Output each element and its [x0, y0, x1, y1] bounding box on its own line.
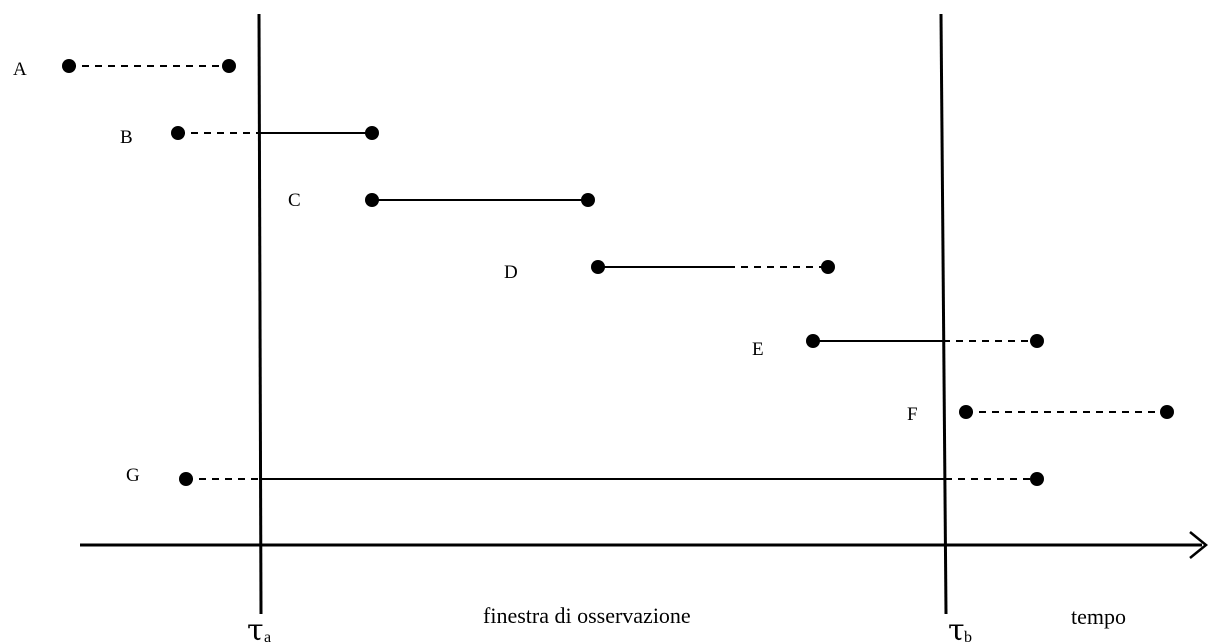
- segment-f-label: F: [907, 404, 918, 425]
- boundary-line-tau-a: [257, 13, 263, 615]
- tau-a-symbol: τ: [247, 613, 264, 642]
- tau-a-subscript: a: [264, 629, 271, 642]
- tau-a-label: τ a: [247, 613, 271, 642]
- tau-b-symbol: τ: [948, 613, 965, 642]
- time-axis-label: tempo: [1071, 604, 1126, 629]
- segment-g: G: [126, 465, 1044, 486]
- segment-a: A: [13, 59, 236, 80]
- segment-c-end-point: [581, 193, 595, 207]
- segment-c-start-point: [365, 193, 379, 207]
- boundary-line-tau-b: [939, 13, 948, 615]
- segment-f: F: [907, 404, 1174, 425]
- segment-f-start-point: [959, 405, 973, 419]
- segment-g-label: G: [126, 465, 140, 486]
- segment-g-start-point: [179, 472, 193, 486]
- segment-e-label: E: [752, 339, 764, 360]
- segment-d-label: D: [504, 262, 518, 283]
- tau-b-subscript: b: [964, 629, 972, 642]
- segment-e-start-point: [806, 334, 820, 348]
- segment-c: C: [288, 190, 595, 211]
- segment-e: E: [752, 334, 1044, 360]
- tau-b-label: τ b: [948, 613, 972, 642]
- segment-a-start-point: [62, 59, 76, 73]
- segment-b-end-point: [365, 126, 379, 140]
- segment-d-end-point: [821, 260, 835, 274]
- segment-a-label: A: [13, 59, 27, 80]
- time-axis-arrowhead: [1189, 531, 1208, 559]
- segment-a-end-point: [222, 59, 236, 73]
- segment-g-end-point: [1030, 472, 1044, 486]
- segment-d-start-point: [591, 260, 605, 274]
- segment-b: B: [120, 126, 379, 148]
- observation-window-label: finestra di osservazione: [483, 603, 691, 628]
- segment-b-label: B: [120, 127, 133, 148]
- segment-d: D: [504, 260, 835, 283]
- segment-f-end-point: [1160, 405, 1174, 419]
- segment-e-end-point: [1030, 334, 1044, 348]
- segment-c-label: C: [288, 190, 301, 211]
- segment-b-start-point: [171, 126, 185, 140]
